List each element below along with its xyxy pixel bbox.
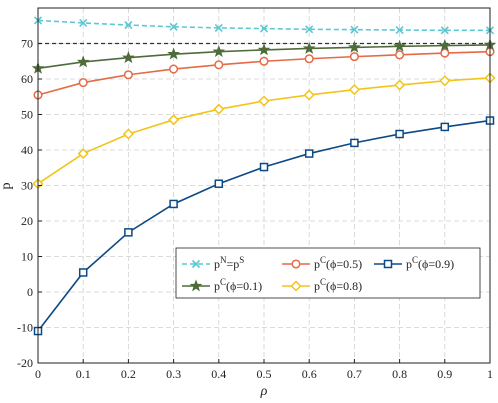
- data-point: [214, 179, 224, 188]
- data-point: [168, 114, 180, 126]
- data-point: [259, 162, 269, 172]
- data-point: [167, 47, 180, 60]
- data-point: [302, 41, 316, 54]
- x-tick-label: 0.1: [76, 367, 91, 381]
- data-point: [348, 84, 360, 96]
- y-tick-label: -10: [17, 321, 33, 335]
- data-point: [350, 138, 359, 148]
- legend-item: pC(ϕ=0.5): [282, 255, 362, 271]
- legend-label: pC(ϕ=0.1): [214, 277, 262, 293]
- data-point: [440, 26, 449, 35]
- legend: pN=pS pC(ϕ=0.5) pC(ϕ=0.9) pC(ϕ=0.1) pC(ϕ=0.8…: [175, 247, 481, 299]
- ticks: 0 0.1 0.2 0.3 0.4 0.5 0.6 0.7 0.8 0.9 1 -20 -10 0 10 20…: [17, 37, 493, 382]
- data-point: [214, 60, 224, 70]
- data-point: [394, 79, 406, 91]
- y-tick-label: 0: [27, 285, 33, 299]
- y-tick-label: 60: [21, 72, 33, 86]
- data-point: [395, 25, 404, 35]
- data-point: [79, 18, 88, 27]
- legend-label: pC(ϕ=0.5): [314, 255, 362, 271]
- data-point: [124, 228, 133, 237]
- data-point: [122, 51, 135, 64]
- x-tick-label: 0.5: [257, 367, 272, 381]
- y-tick-label: 50: [21, 108, 33, 122]
- legend-box: [175, 247, 481, 299]
- x-tick-label: 1: [487, 367, 493, 381]
- data-point: [213, 103, 225, 115]
- y-tick-label: 30: [21, 179, 33, 193]
- y-tick-label: -20: [17, 356, 33, 370]
- data-point: [438, 38, 452, 52]
- series-4: [32, 72, 496, 190]
- data-point: [304, 149, 314, 158]
- data-point: [303, 89, 315, 101]
- data-point: [439, 75, 451, 87]
- data-point: [123, 70, 133, 80]
- data-point: [393, 39, 406, 52]
- y-tick-label: 20: [21, 214, 33, 228]
- data-point: [259, 56, 269, 66]
- data-point: [395, 50, 405, 60]
- x-tick-label: 0.2: [121, 367, 136, 381]
- legend-marker: [189, 279, 203, 292]
- data-point: [350, 25, 359, 34]
- data-point: [258, 95, 270, 107]
- y-axis-label: p: [0, 183, 14, 190]
- data-point: [169, 199, 178, 209]
- x-tick-label: 0: [35, 367, 41, 381]
- data-point: [169, 64, 179, 74]
- data-point: [214, 23, 223, 32]
- legend-item: pN=pS: [182, 255, 244, 271]
- y-tick-label: 70: [21, 37, 33, 51]
- legend-marker: [191, 259, 201, 269]
- data-point: [212, 45, 226, 58]
- x-tick-label: 0.4: [211, 367, 226, 381]
- x-axis-label: ρ: [260, 384, 268, 399]
- x-tick-label: 0.6: [302, 367, 317, 381]
- data-point: [440, 48, 450, 58]
- y-tick-label: 40: [21, 143, 33, 157]
- data-point: [122, 128, 134, 140]
- data-point: [259, 24, 269, 33]
- x-tick-label: 0.7: [347, 367, 362, 381]
- data-point: [77, 147, 89, 160]
- legend-label: pC(ϕ=0.9): [406, 255, 454, 271]
- legend-item: pC(ϕ=0.9): [374, 255, 454, 271]
- data-point: [304, 54, 314, 64]
- x-tick-label: 0.3: [166, 367, 181, 381]
- legend-label: pN=pS: [214, 255, 244, 271]
- series-layer: [31, 16, 497, 336]
- y-tick-label: 10: [21, 250, 33, 264]
- legend-item: pC(ϕ=0.8): [282, 277, 362, 293]
- legend-marker: [290, 280, 302, 292]
- data-point: [348, 40, 361, 53]
- data-point: [124, 20, 133, 30]
- legend-marker: [383, 259, 393, 269]
- legend-marker: [291, 259, 301, 269]
- legend-item: pC(ϕ=0.1): [182, 277, 262, 293]
- data-point: [440, 122, 450, 132]
- data-point: [305, 25, 314, 34]
- series-0: [33, 16, 495, 35]
- data-point: [169, 22, 178, 31]
- data-point: [78, 78, 88, 88]
- data-point: [395, 129, 404, 139]
- data-point: [349, 52, 359, 62]
- data-point: [78, 268, 88, 277]
- legend-label: pC(ϕ=0.8): [314, 277, 362, 293]
- data-point: [257, 43, 271, 56]
- data-point: [76, 55, 90, 68]
- x-tick-label: 0.9: [437, 367, 452, 381]
- x-tick-label: 0.8: [392, 367, 407, 381]
